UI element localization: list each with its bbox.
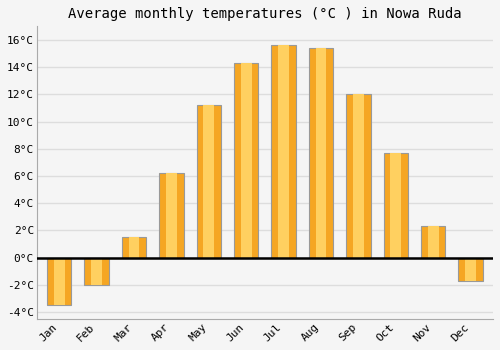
Title: Average monthly temperatures (°C ) in Nowa Ruda: Average monthly temperatures (°C ) in No…: [68, 7, 462, 21]
Bar: [458, 258, 483, 281]
Bar: [240, 63, 252, 258]
Bar: [272, 46, 295, 258]
Bar: [122, 237, 146, 258]
Bar: [54, 258, 64, 305]
Bar: [465, 258, 476, 281]
Bar: [421, 226, 446, 258]
Bar: [166, 173, 177, 258]
Bar: [278, 46, 289, 258]
Bar: [84, 258, 108, 285]
Bar: [428, 226, 438, 258]
Bar: [159, 173, 184, 258]
Bar: [91, 258, 102, 285]
Bar: [316, 48, 326, 258]
Bar: [309, 48, 333, 258]
Bar: [47, 258, 72, 305]
Bar: [353, 94, 364, 258]
Bar: [128, 237, 140, 258]
Bar: [384, 153, 408, 258]
Bar: [346, 94, 370, 258]
Bar: [204, 105, 214, 258]
Bar: [234, 63, 258, 258]
Bar: [390, 153, 402, 258]
Bar: [196, 105, 221, 258]
